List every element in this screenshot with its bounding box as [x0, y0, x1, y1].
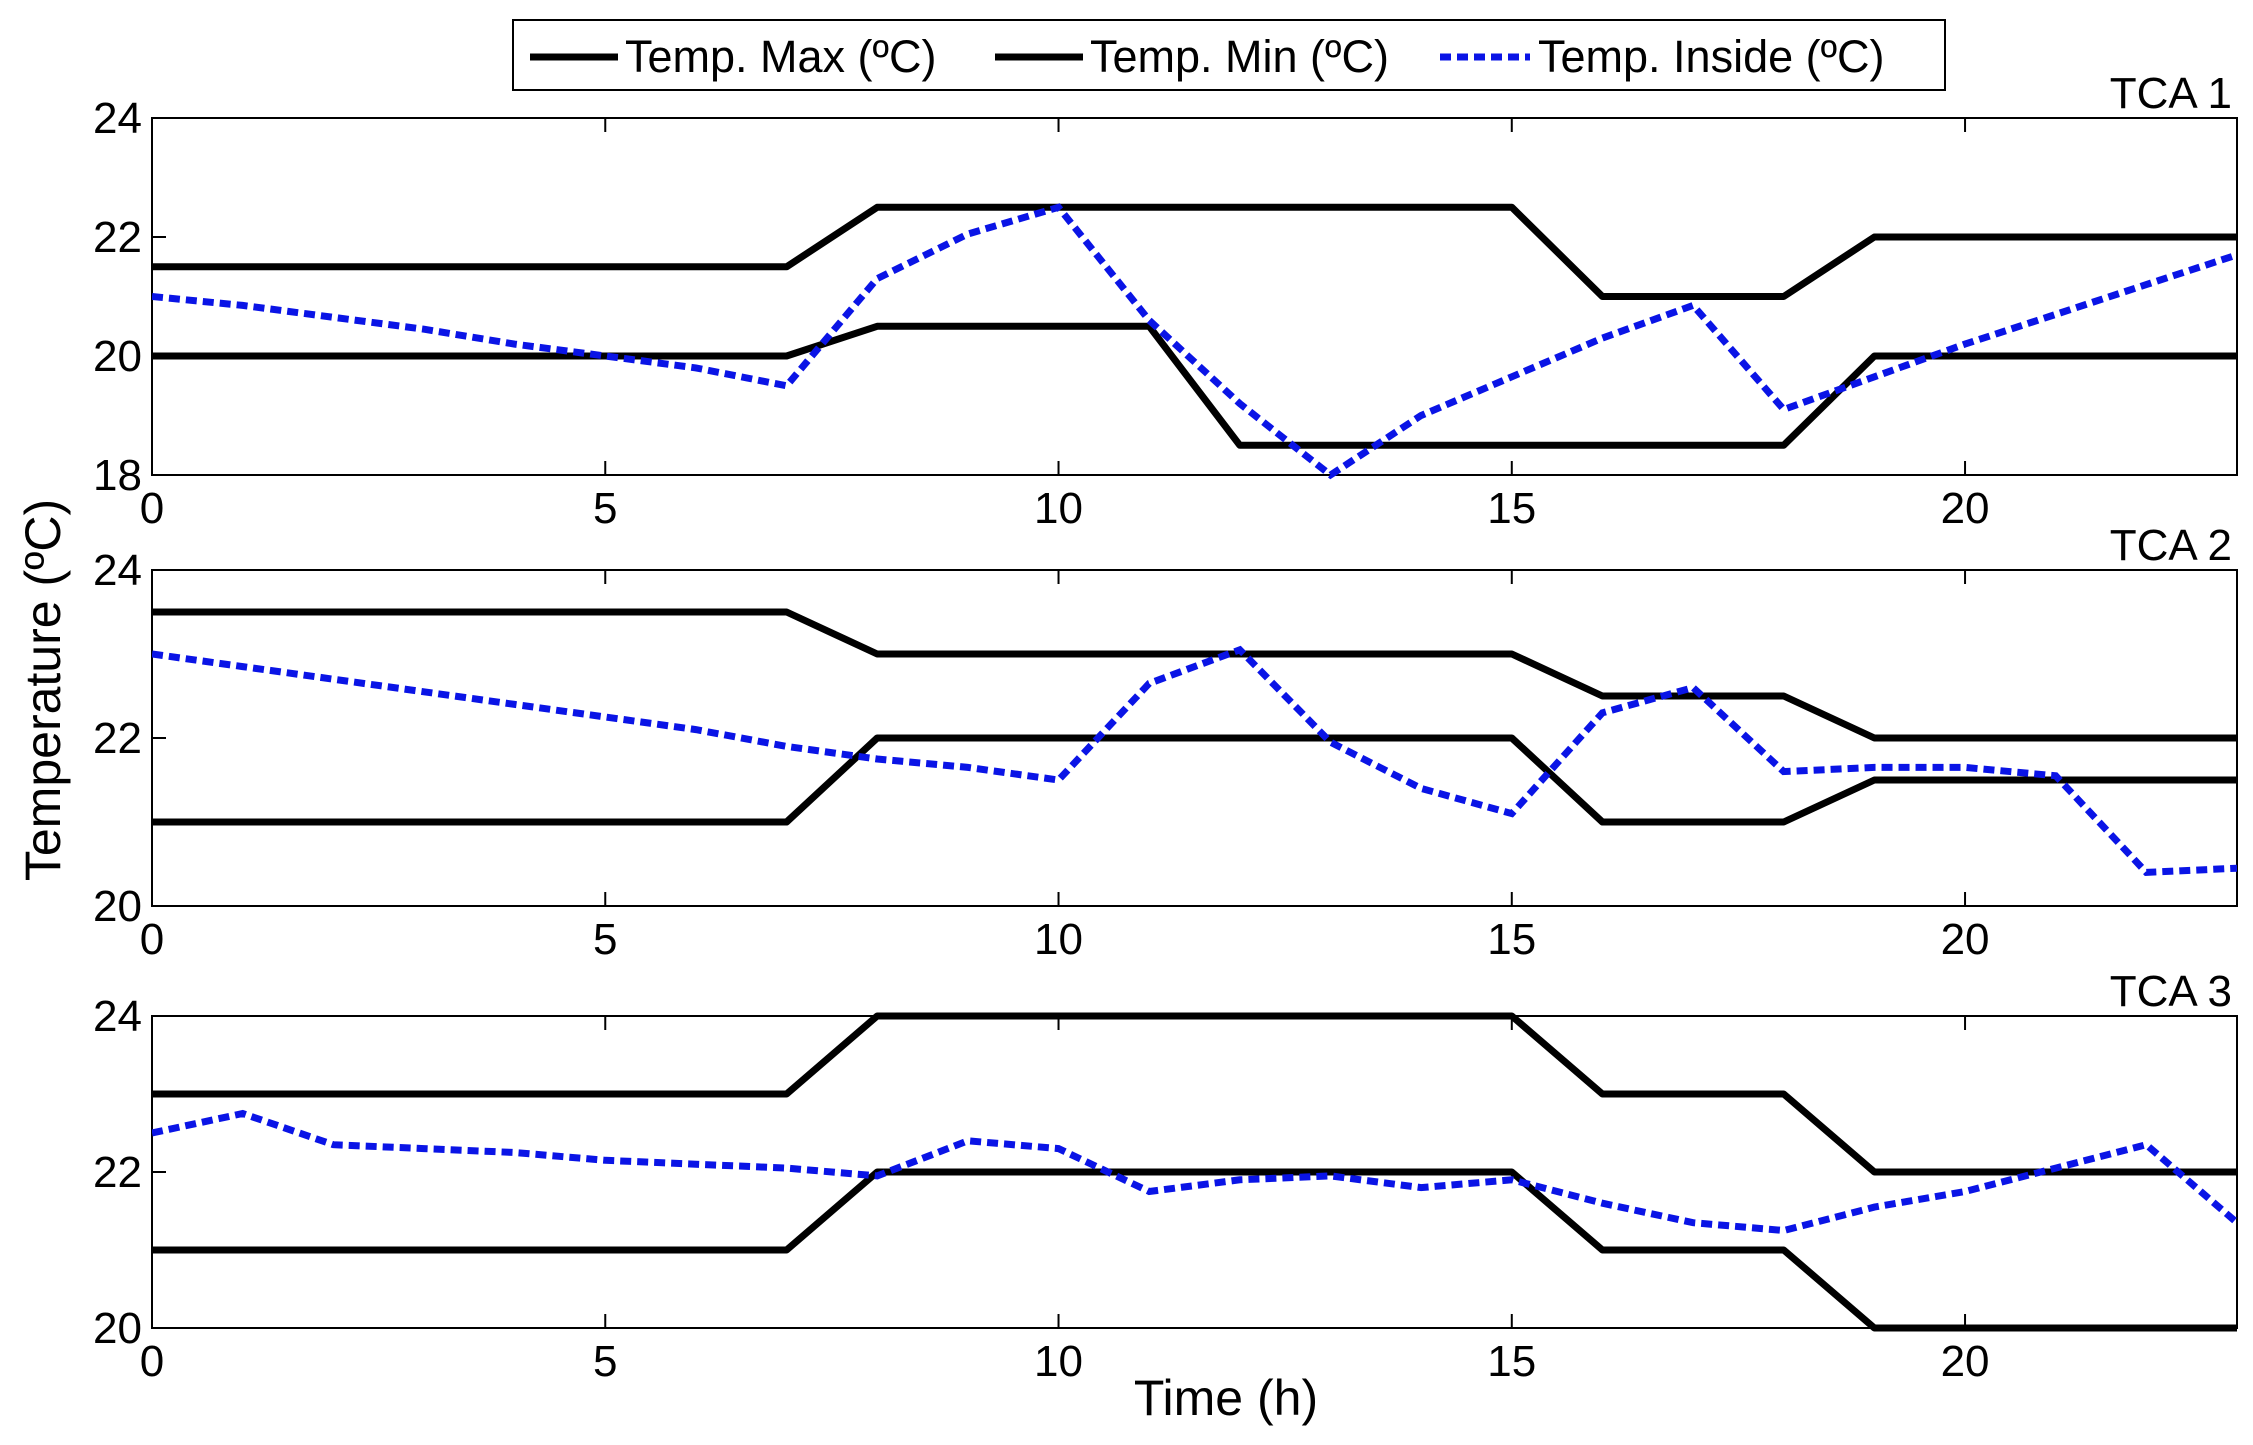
panel-tca-2: 0 5 10 15 20 20 22 24 TCA 2: [93, 521, 2238, 964]
x-tick-label: 5: [593, 915, 617, 964]
y-tick-label: 18: [93, 451, 142, 500]
x-axis-label: Time (h): [1134, 1370, 1318, 1426]
x-tick-label: 0: [140, 915, 164, 964]
legend: Temp. Max (ºC) Temp. Min (ºC) Temp. Insi…: [512, 19, 1946, 91]
panel-title-tca-1: TCA 1: [2110, 69, 2232, 118]
panel-tca-1: 0 5 10 15 20 18 20 22 24 TCA 1: [93, 69, 2238, 533]
temp-inside-line: [152, 203, 2237, 480]
y-axis-label: Temperature (ºC): [15, 499, 71, 881]
x-tick-label: 5: [593, 1337, 617, 1386]
temp-inside-line: [152, 645, 2237, 876]
legend-box: [512, 19, 1946, 91]
panels: 0 5 10 15 20 18 20 22 24 TCA 1 0 5 10 15 20 20 22 24 TCA 2…: [93, 69, 2238, 1386]
x-tick-label: 20: [1941, 1337, 1990, 1386]
x-tick-label: 20: [1941, 915, 1990, 964]
temp-min-line: [152, 734, 2237, 826]
x-tick-label: 15: [1487, 484, 1536, 533]
temp-inside-line: [152, 1109, 2237, 1235]
y-tick-label: 20: [93, 1304, 142, 1353]
x-tick-label: 0: [140, 1337, 164, 1386]
temp-min-line: [152, 322, 2237, 449]
x-tick-label: 10: [1034, 1337, 1083, 1386]
y-tick-label: 20: [93, 882, 142, 931]
x-tick-label: 10: [1034, 484, 1083, 533]
x-tick-label: 20: [1941, 484, 1990, 533]
y-tick-label: 24: [93, 992, 142, 1041]
y-tick-label: 22: [93, 1148, 142, 1197]
y-tick-label: 20: [93, 332, 142, 381]
y-tick-label: 22: [93, 714, 142, 763]
temp-max-line: [152, 1012, 2237, 1176]
panel-tca-3: 0 5 10 15 20 20 22 24 TCA 3: [93, 967, 2238, 1386]
x-tick-label: 5: [593, 484, 617, 533]
y-tick-label: 24: [93, 546, 142, 595]
legend-label-min: Temp. Min (ºC): [1090, 31, 1389, 82]
y-tick-label: 22: [93, 213, 142, 262]
x-tick-label: 15: [1487, 915, 1536, 964]
temp-min-line: [152, 1168, 2237, 1332]
panel-title-tca-2: TCA 2: [2110, 521, 2232, 570]
temp-max-line: [152, 608, 2237, 742]
temp-max-line: [152, 203, 2237, 300]
x-tick-label: 15: [1487, 1337, 1536, 1386]
x-tick-label: 0: [140, 484, 164, 533]
legend-label-max: Temp. Max (ºC): [625, 31, 936, 82]
panel-title-tca-3: TCA 3: [2110, 967, 2232, 1016]
y-tick-label: 24: [93, 94, 142, 143]
x-tick-label: 10: [1034, 915, 1083, 964]
legend-label-inside: Temp. Inside (ºC): [1538, 31, 1885, 82]
